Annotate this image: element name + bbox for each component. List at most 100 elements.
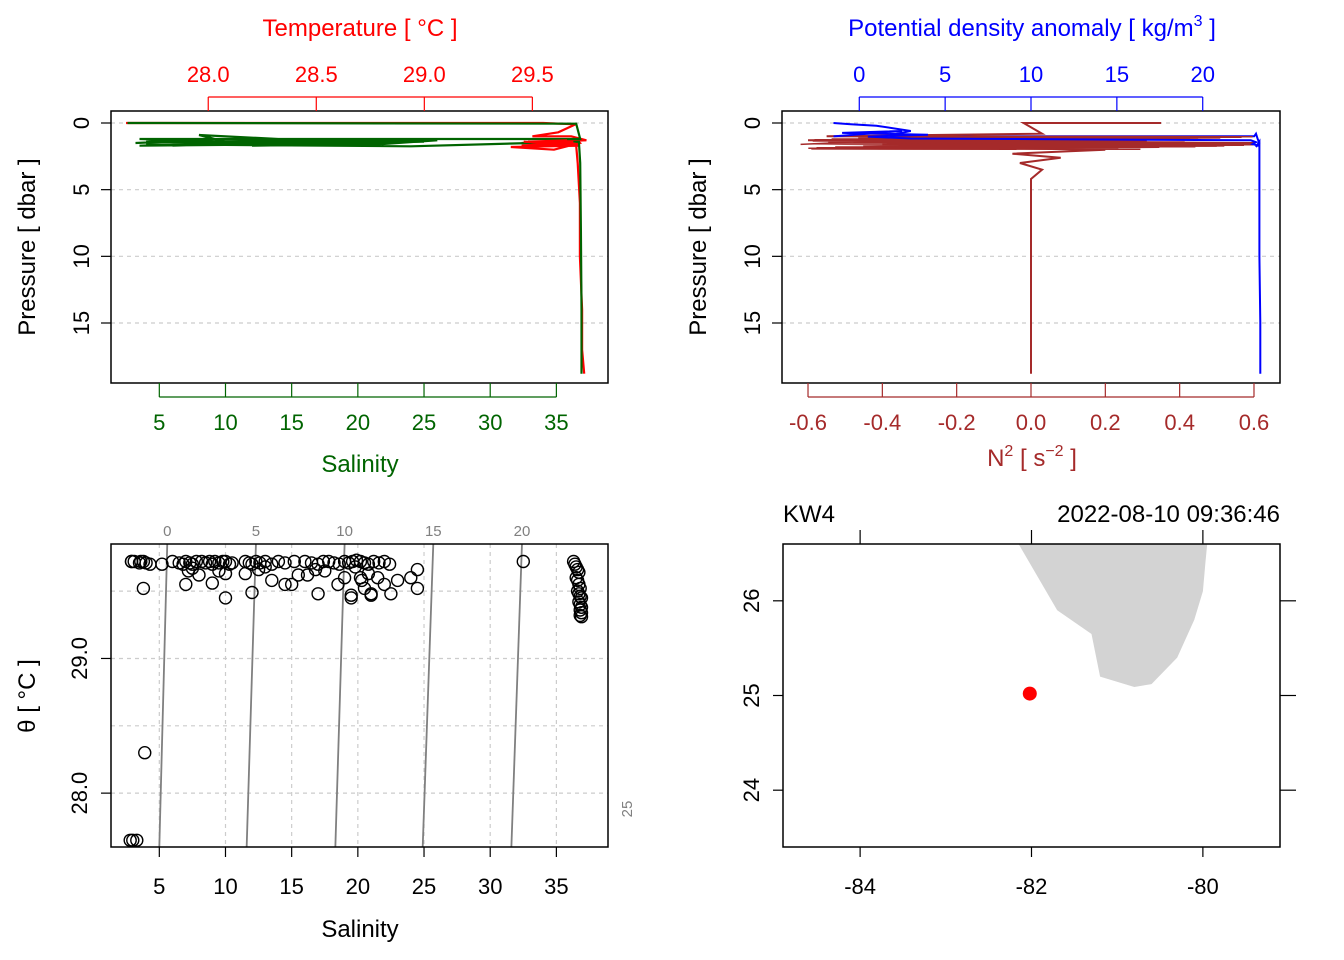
p1-left-axis-title: Pressure [ dbar ] [14, 158, 41, 335]
p3-left-axis-title: θ [ °C ] [14, 659, 41, 733]
p1-top-axis-title: Temperature [ °C ] [263, 15, 458, 42]
p4-station-dot [1022, 686, 1037, 701]
p2-bottom-title-mid: [ s [1013, 445, 1045, 472]
p3-ts-point [278, 556, 292, 570]
p2-bottom-title-end: ] [1064, 445, 1077, 472]
p3-ts-point [205, 576, 220, 590]
p2-density-axis: 0 5 10 15 20 [853, 62, 1215, 111]
p2-top-axis-title: Potential density anomaly [ kg/m3 ] [848, 13, 1216, 42]
p3-ts-point [361, 566, 376, 581]
p1-salinity-spikes [135, 138, 425, 147]
p3-ts-point [202, 554, 217, 569]
p1-salinity-line [127, 121, 583, 374]
p3-ts-point [308, 562, 323, 577]
p2-pressure-tick-label: 10 [740, 244, 765, 268]
p3-ts-point [192, 568, 206, 582]
p3-isopycnal-label: 25 [619, 801, 636, 818]
p3-ts-point [298, 554, 312, 569]
p1-salinity-axis: 5 10 15 20 25 30 35 [153, 383, 569, 435]
p2-pressure-axis: 0 5 10 15 [740, 117, 782, 335]
p1-temperature-tick-label: 28.0 [187, 62, 230, 87]
p3-salinity-tick-label: 15 [279, 874, 303, 899]
p3-salinity-tick-label: 10 [213, 874, 237, 899]
p3-ts-point [318, 564, 332, 578]
p1-salinity-tick-label: 20 [346, 410, 370, 435]
p3-ts-point [327, 556, 341, 570]
p4-station-name: KW4 [783, 501, 835, 528]
p3-ts-point [316, 554, 331, 569]
p3-ts-point [124, 554, 139, 569]
p2-pressure-tick-label: 15 [740, 311, 765, 335]
p3-theta-axis: 28.0 29.0 [67, 637, 111, 815]
p3-gridlines [111, 544, 608, 847]
p1-bottom-axis-title: Salinity [321, 451, 398, 478]
p1-temperature-tick-label: 28.5 [295, 62, 338, 87]
p3-ts-point [573, 608, 587, 623]
p2-top-title-end: ] [1203, 15, 1216, 42]
p1-pressure-axis: 0 5 10 15 [69, 117, 111, 335]
p1-pressure-tick-label: 5 [69, 184, 94, 196]
p1-pressure-tick-label: 10 [69, 244, 94, 268]
p3-ts-point [265, 557, 279, 571]
p3-ts-point [155, 557, 169, 571]
p3-ts-point [265, 573, 279, 588]
p3-ts-point [238, 566, 253, 581]
p4-land-polygon [1018, 544, 1208, 687]
p3-isopycnal-label: 20 [514, 523, 531, 540]
p3-isopycnal-label: 0 [163, 523, 171, 540]
p3-salinity-tick-label: 35 [544, 874, 568, 899]
p3-theta-tick-label: 28.0 [67, 772, 92, 815]
p3-salinity-tick-label: 20 [346, 874, 370, 899]
panel-density-n2-profile: 0 5 10 15 20 -0.6 -0.4 -0.2 0.0 0.2 0.4 0.6 0 5 10 15… [685, 13, 1281, 472]
p3-isopycnals: 0 5 10 15 20 25 [158, 523, 636, 848]
p4-lon-tick-label: -84 [844, 874, 876, 899]
p2-left-axis-title: Pressure [ dbar ] [685, 158, 712, 335]
p2-pressure-tick-label: 5 [740, 184, 765, 196]
p3-ts-point [271, 554, 286, 569]
p3-isopycnal-line [245, 543, 257, 848]
p3-salinity-tick-label: 25 [412, 874, 436, 899]
p3-ts-point [225, 556, 239, 570]
p2-top-title-main: Potential density anomaly [ kg/m [848, 15, 1194, 42]
p2-density-tick-label: 15 [1105, 62, 1129, 87]
p3-ts-point [138, 746, 152, 760]
p2-n2-tick-label: 0.2 [1090, 410, 1121, 435]
p1-gridlines [111, 122, 608, 324]
p3-ts-point [185, 557, 200, 571]
p2-top-title-sup: 3 [1194, 13, 1203, 30]
p1-temperature-tick-label: 29.5 [511, 62, 554, 87]
p2-n2-tick-label: 0.4 [1164, 410, 1195, 435]
p2-density-tick-label: 20 [1190, 62, 1214, 87]
p3-ts-point [331, 577, 345, 592]
p4-coastline [1018, 544, 1208, 687]
p2-n2-tick-label: -0.2 [938, 410, 976, 435]
p2-n2-tick-label: 0.0 [1016, 410, 1047, 435]
p3-ts-point [311, 587, 325, 601]
p3-ts-point [372, 556, 386, 570]
p3-ts-point [179, 577, 193, 592]
p3-salinity-axis: 5 10 15 20 25 30 35 [153, 847, 569, 899]
p2-n2-tick-label: -0.4 [863, 410, 901, 435]
p1-salinity-tick-label: 5 [153, 410, 165, 435]
p4-lon-tick-label: -82 [1016, 874, 1048, 899]
panel-temperature-salinity-profile: 28.0 28.5 29.0 29.5 5 10 15 20 25 30 35 0 5 10 15 Te… [14, 15, 609, 478]
p3-ts-point [404, 571, 418, 585]
p3-theta-tick-label: 29.0 [67, 637, 92, 680]
p2-bottom-axis-title: N2 [ s−2 ] [987, 443, 1077, 472]
p4-station-marker [1022, 686, 1037, 701]
p3-ts-point [364, 587, 378, 601]
p3-ts-point [251, 562, 266, 577]
p3-salinity-tick-label: 30 [478, 874, 502, 899]
p3-ts-point [132, 556, 147, 570]
p3-plot-box [110, 543, 609, 848]
p2-density-tick-label: 5 [939, 62, 951, 87]
p3-ts-point [390, 573, 405, 588]
p3-ts-point [189, 554, 204, 569]
p1-plot-box [110, 110, 609, 384]
p4-axes: -84 -82 -80 24 25 26 [739, 530, 1296, 899]
p3-ts-point [516, 554, 530, 569]
p3-isopycnal-line [334, 543, 346, 848]
p2-n2-tick-label: -0.6 [789, 410, 827, 435]
p1-salinity-tick-label: 25 [412, 410, 436, 435]
p4-lat-tick-label: 24 [739, 778, 764, 802]
